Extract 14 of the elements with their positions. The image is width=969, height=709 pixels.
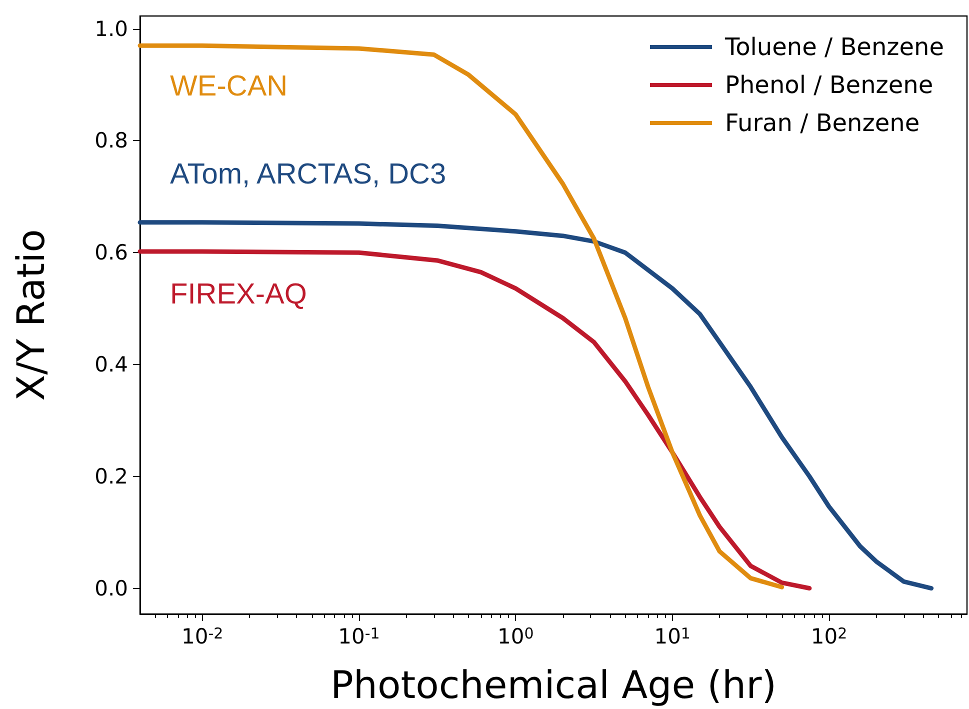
annotation: ATom, ARCTAS, DC3 xyxy=(170,158,446,190)
y-tick-label: 0.8 xyxy=(94,128,128,153)
annotation: WE-CAN xyxy=(170,70,288,102)
legend-label: Toluene / Benzene xyxy=(724,33,944,61)
legend-label: Furan / Benzene xyxy=(724,109,920,137)
y-tick-label: 0.6 xyxy=(94,240,128,265)
annotation: FIREX-AQ xyxy=(170,278,307,310)
y-tick-label: 0.0 xyxy=(94,576,128,600)
y-tick-label: 1.0 xyxy=(94,16,128,41)
y-axis-title: X/Y Ratio xyxy=(9,229,53,401)
legend-label: Phenol / Benzene xyxy=(724,71,934,99)
y-tick-label: 0.2 xyxy=(94,464,128,488)
y-tick-label: 0.4 xyxy=(94,352,128,377)
x-axis-title: Photochemical Age (hr) xyxy=(330,663,777,707)
